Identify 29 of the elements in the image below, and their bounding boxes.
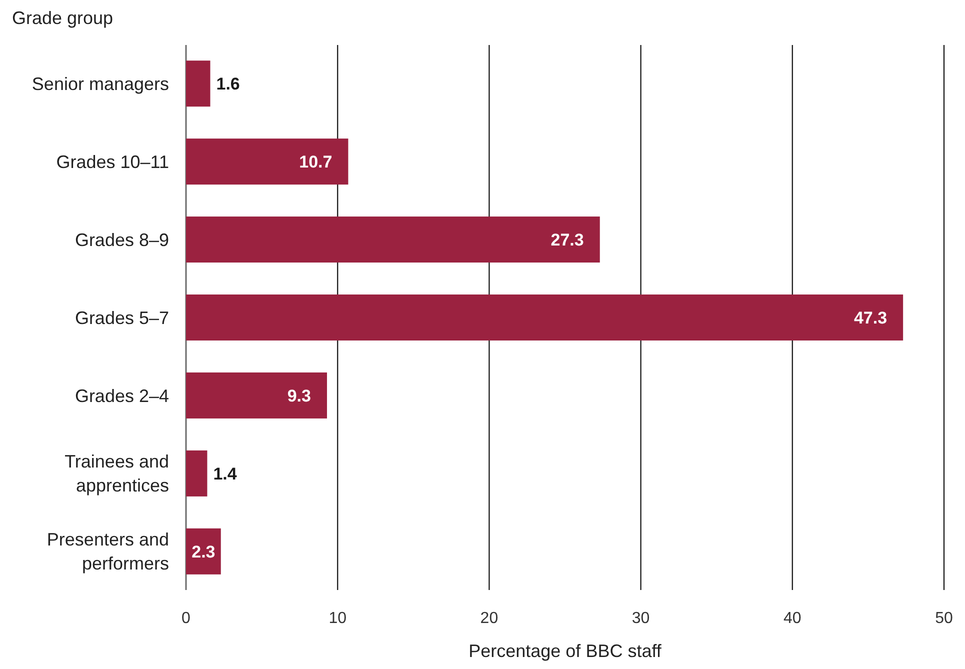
bar — [186, 528, 221, 574]
y-tick-label: Grades 2–4 — [74, 386, 169, 406]
y-tick-label: Grades 10–11 — [56, 152, 169, 172]
bar — [186, 216, 600, 263]
bar — [186, 450, 208, 496]
x-tick-label: 40 — [784, 610, 802, 627]
y-tick-label: Trainees and apprentices — [64, 452, 169, 496]
y-tick-label: Grades 5–7 — [74, 308, 169, 328]
x-tick-label: 30 — [632, 610, 650, 627]
y-tick-label: Presenters and performers — [46, 530, 169, 574]
bar — [186, 60, 210, 107]
y-axis-title: Grade group — [12, 8, 114, 28]
x-tick-label: 50 — [935, 610, 953, 627]
x-tick-label: 20 — [480, 610, 498, 627]
x-axis-title: Percentage of BBC staff — [468, 641, 662, 661]
bar — [186, 138, 348, 185]
data-label: 9.3 — [287, 386, 311, 406]
data-label: 27.3 — [550, 230, 584, 250]
data-label: 2.3 — [192, 542, 216, 562]
x-tick-label: 10 — [328, 610, 347, 627]
data-label: 1.4 — [213, 464, 238, 484]
data-label: 47.3 — [854, 308, 888, 328]
bar — [186, 372, 327, 418]
y-tick-label: Grades 8–9 — [74, 230, 169, 250]
x-tick-label: 0 — [182, 610, 191, 627]
bar — [186, 294, 904, 340]
data-label: 10.7 — [299, 152, 332, 172]
y-tick-label: Senior managers — [32, 74, 169, 94]
data-label: 1.6 — [216, 74, 240, 94]
